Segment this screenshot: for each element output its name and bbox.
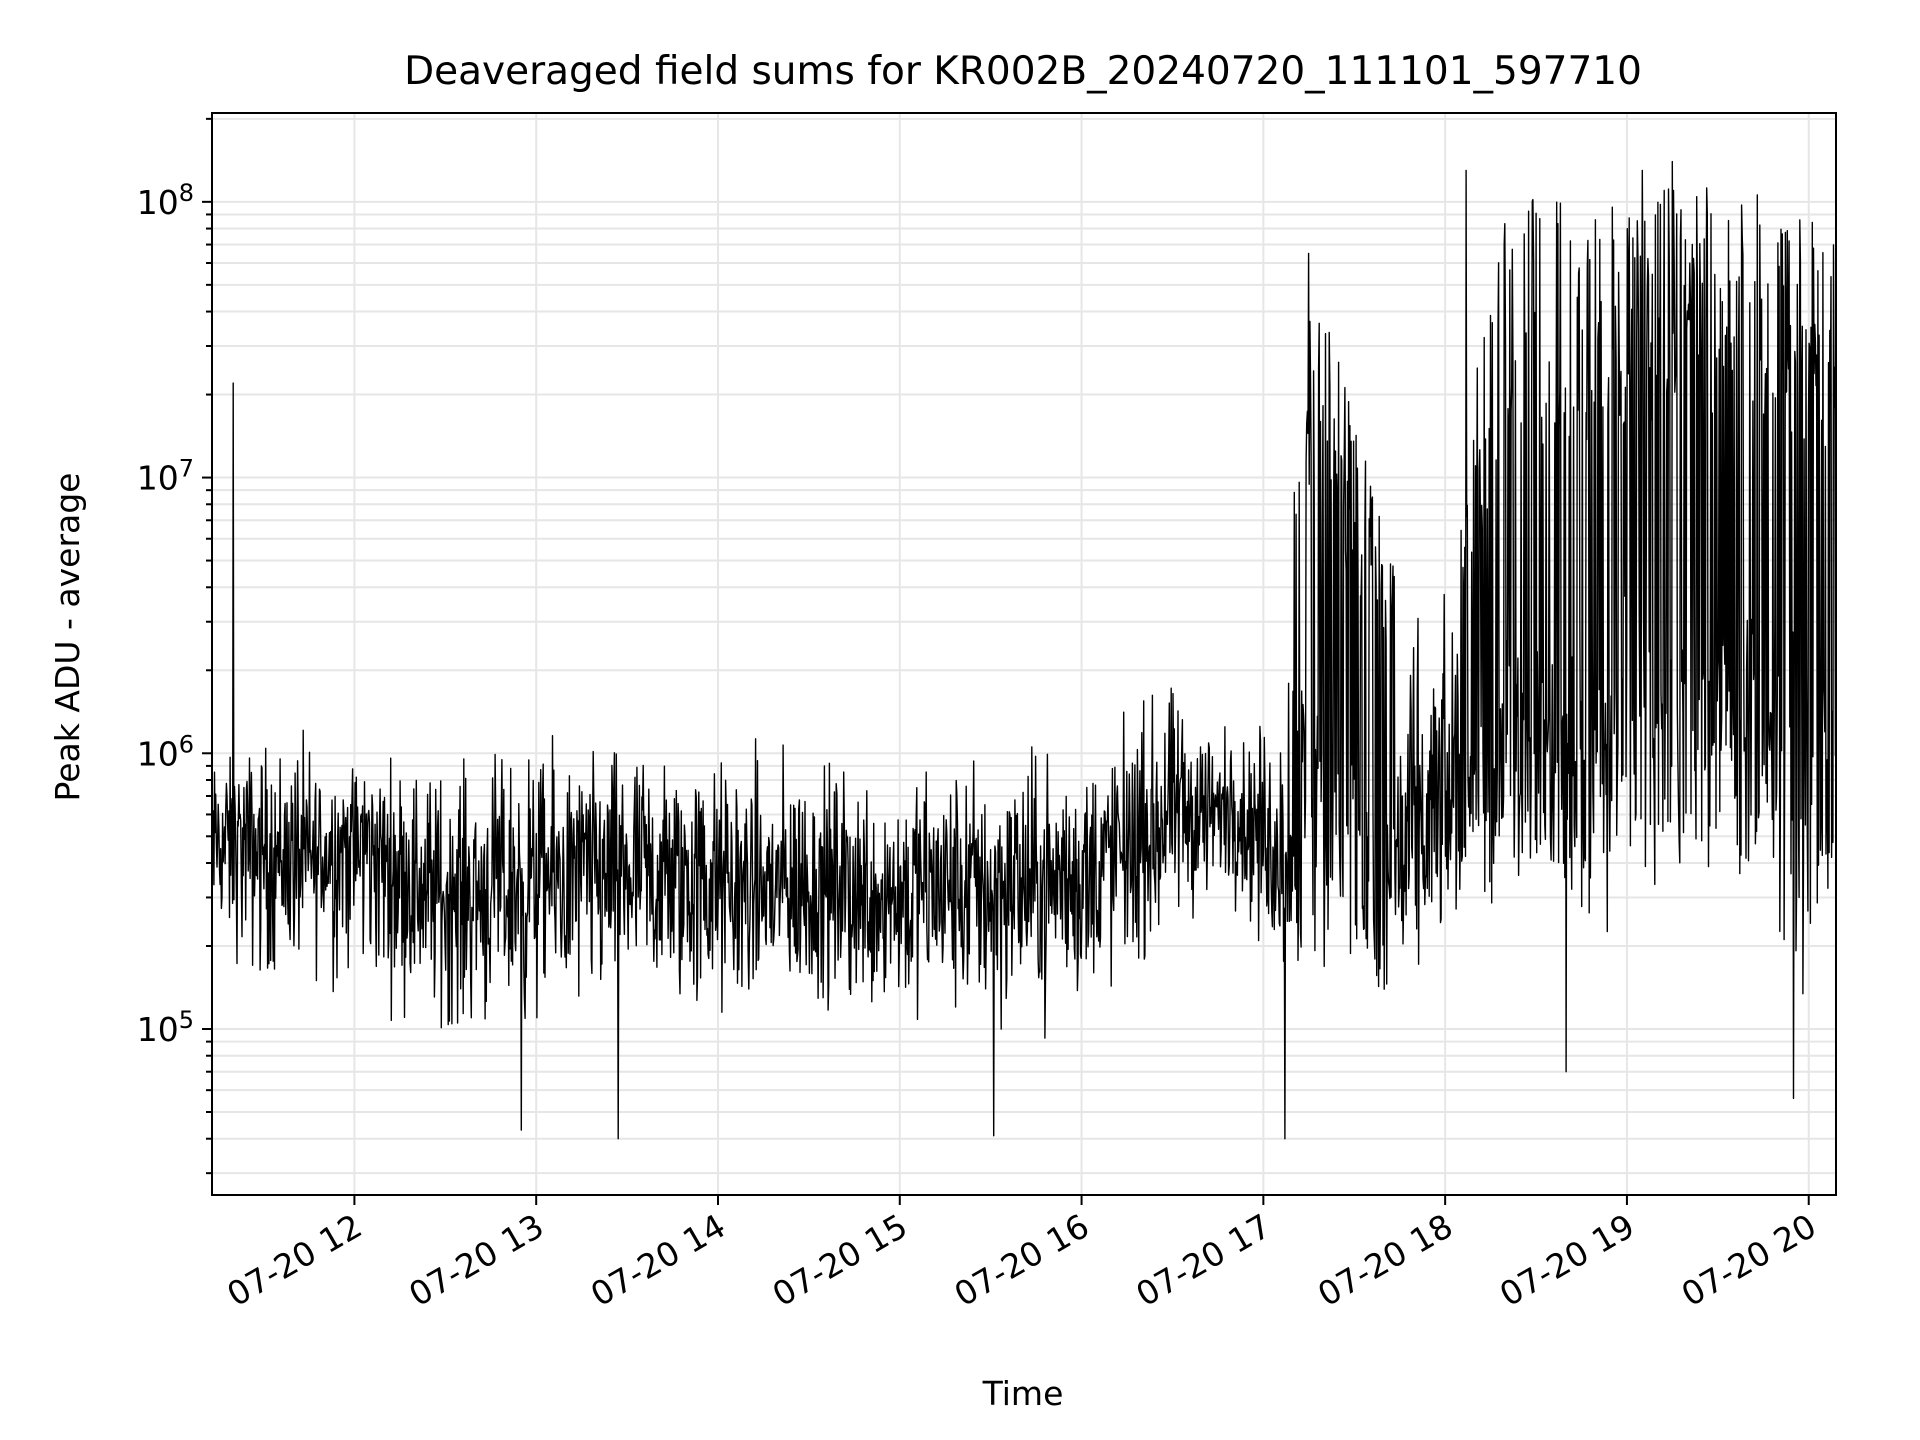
chart-title: Deaveraged field sums for KR002B_2024072… [404, 49, 1642, 94]
y-tick-label: 105 [137, 1006, 194, 1049]
y-tick-label: 108 [137, 179, 194, 222]
y-tick-label: 107 [137, 455, 194, 498]
y-tick-label: 106 [137, 730, 194, 773]
x-axis-label: Time [982, 1374, 1064, 1413]
plot-frame [211, 112, 1837, 1196]
data-series [211, 160, 1837, 1140]
series-line [211, 160, 1837, 1140]
y-axis-label: Peak ADU - average [48, 473, 87, 802]
